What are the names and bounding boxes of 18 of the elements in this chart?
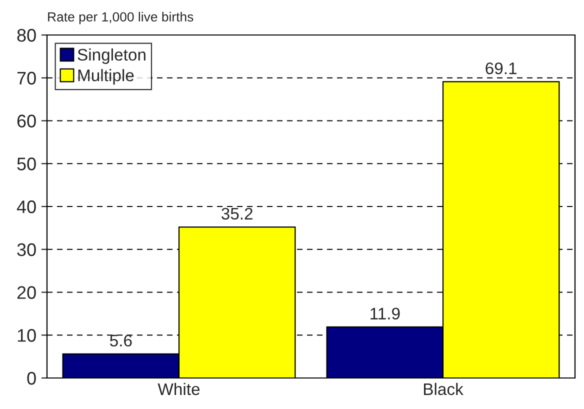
y-tick-label: 20 bbox=[17, 286, 36, 299]
y-tick-label: 60 bbox=[17, 114, 36, 128]
y-axis-title: Rate per 1,000 live births bbox=[48, 12, 194, 24]
data-label: 5.6 bbox=[110, 334, 132, 347]
y-tick-label: 10 bbox=[18, 329, 36, 342]
data-label: 69.1 bbox=[486, 62, 516, 74]
y-tick-label: 30 bbox=[17, 243, 36, 256]
y-tick-label: 80 bbox=[17, 28, 36, 42]
x-tick-label: Black bbox=[424, 382, 464, 396]
y-tick-label: 50 bbox=[17, 158, 36, 170]
y-tick-label: 0 bbox=[27, 372, 36, 385]
legend-label: Multiple bbox=[78, 69, 134, 85]
y-tick-label: 40 bbox=[16, 200, 36, 214]
data-label: 11.9 bbox=[370, 308, 400, 320]
data-label: 35.2 bbox=[222, 208, 252, 220]
y-tick-label: 70 bbox=[17, 72, 36, 85]
x-tick-label: White bbox=[158, 382, 200, 396]
legend-label: Singleton bbox=[78, 48, 146, 64]
